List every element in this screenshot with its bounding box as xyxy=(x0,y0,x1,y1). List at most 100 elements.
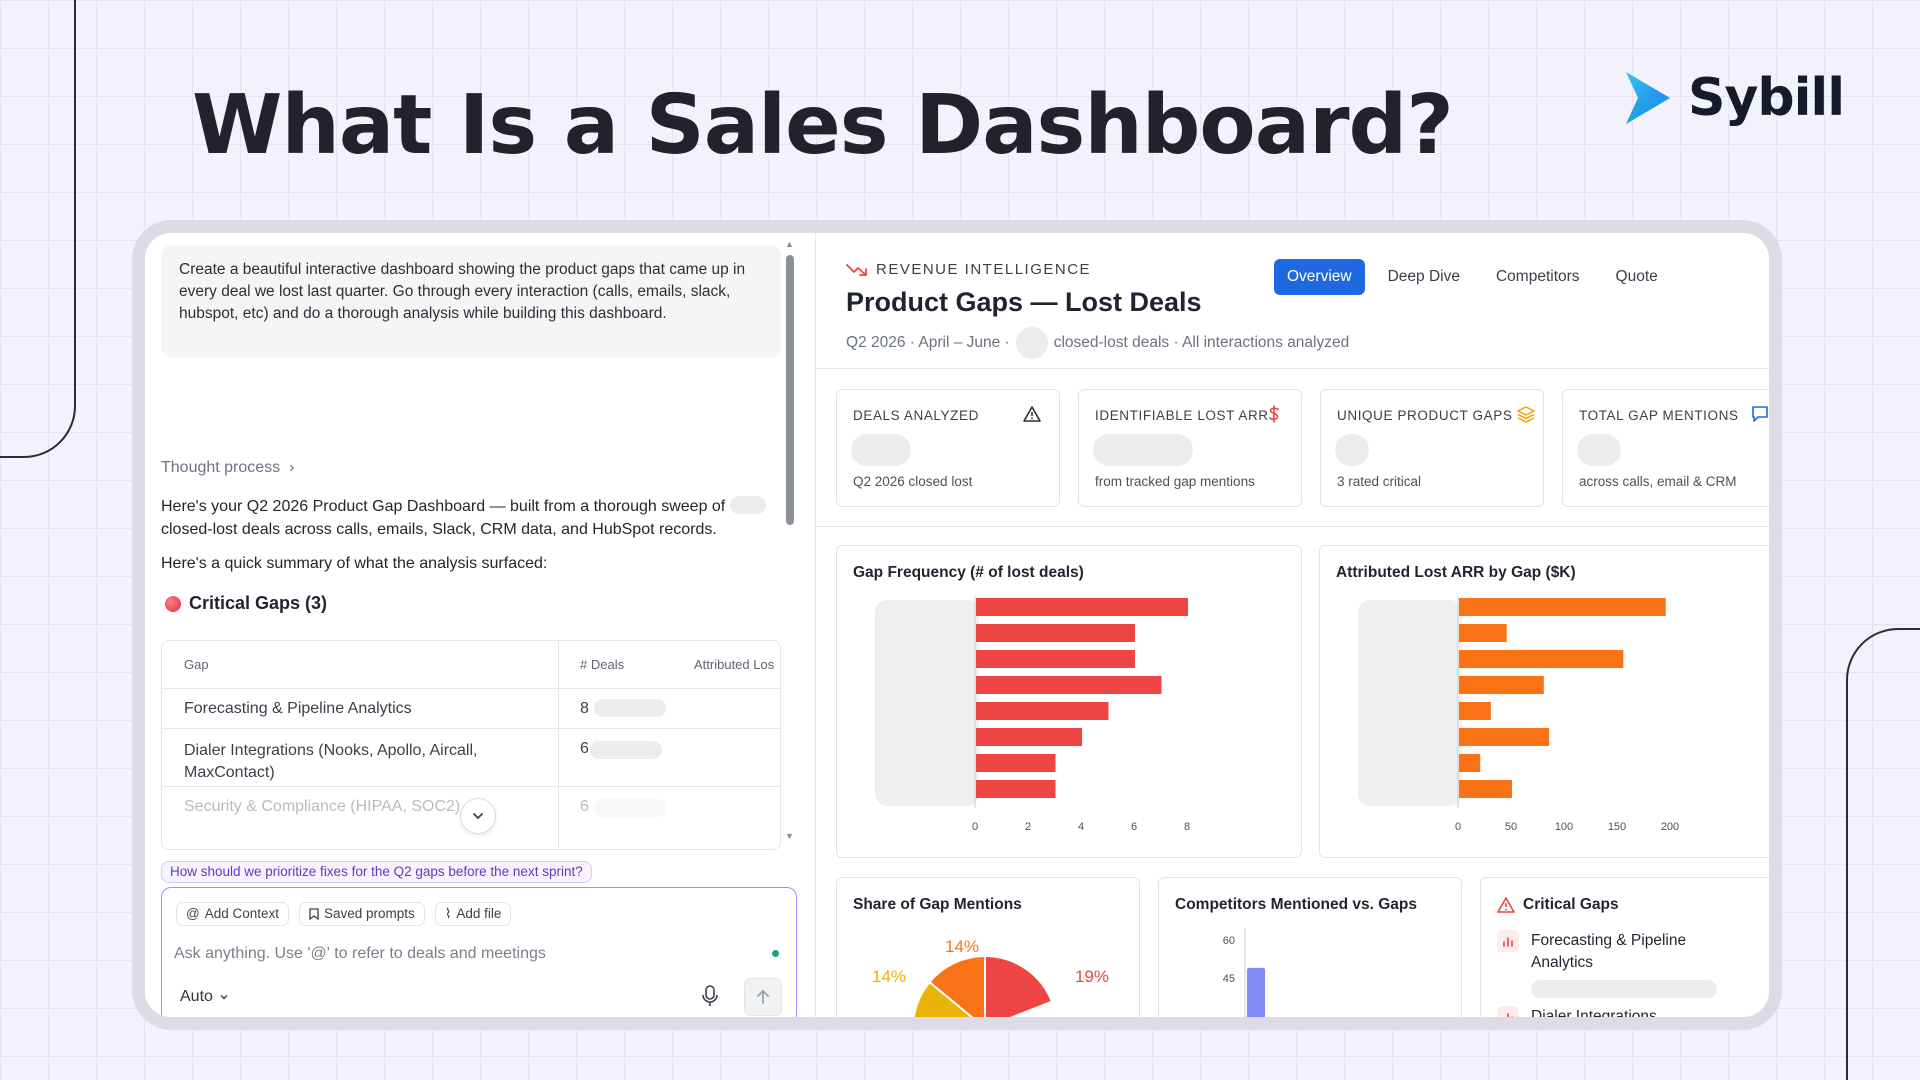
bar[interactable] xyxy=(1459,624,1507,642)
critical-gaps-panel-title: Critical Gaps xyxy=(1497,896,1619,914)
sybill-logo-icon xyxy=(1626,72,1670,124)
bar[interactable] xyxy=(976,780,1056,798)
suggested-prompt[interactable]: How should we prioritize fixes for the Q… xyxy=(161,861,592,883)
bar-chart-icon xyxy=(1497,930,1519,952)
summary-rest: closed-lost deals across calls, emails, … xyxy=(161,521,717,538)
bar[interactable] xyxy=(976,702,1109,720)
bar[interactable] xyxy=(1459,676,1544,694)
red-circle-icon xyxy=(165,595,181,612)
bar[interactable] xyxy=(1459,702,1491,720)
x-tick-label: 150 xyxy=(1608,821,1626,833)
bar[interactable] xyxy=(1459,598,1666,616)
bar[interactable] xyxy=(976,624,1135,642)
category-labels-placeholder xyxy=(1358,600,1462,806)
kpi-card-unique-gaps: UNIQUE PRODUCT GAPS 3 rated critical xyxy=(1320,389,1544,507)
bar[interactable] xyxy=(976,676,1162,694)
chat-scrollbar-thumb[interactable] xyxy=(786,255,794,525)
thought-process-toggle[interactable]: Thought process › xyxy=(161,459,294,477)
warning-icon xyxy=(1497,897,1515,913)
x-tick-label: 4 xyxy=(1078,821,1084,833)
pie-slice[interactable] xyxy=(912,980,985,1017)
x-tick-label: 100 xyxy=(1555,821,1573,833)
chevron-down-icon xyxy=(473,813,483,820)
bar[interactable] xyxy=(976,754,1056,772)
subtitle-scope: closed-lost deals · All interactions ana… xyxy=(1053,334,1350,351)
model-select[interactable]: Auto xyxy=(180,988,229,1006)
scroll-to-bottom-button[interactable] xyxy=(460,798,496,834)
kpi-note: Q2 2026 closed lost xyxy=(853,474,973,489)
summary-line-2: Here's a quick summary of what the analy… xyxy=(161,555,548,572)
microphone-icon[interactable] xyxy=(700,984,720,1008)
bar[interactable] xyxy=(976,650,1135,668)
dollar-icon xyxy=(1269,405,1279,423)
decor-line-right xyxy=(1846,628,1920,1080)
composer-chips: @ Add Context Saved prompts ⌇ Add file xyxy=(176,902,512,926)
at-sign-icon: @ xyxy=(186,906,200,921)
tab-overview[interactable]: Overview xyxy=(1274,259,1365,295)
trend-down-icon xyxy=(846,263,867,276)
x-tick-label: 200 xyxy=(1661,821,1679,833)
chart-title: Competitors Mentioned vs. Gaps xyxy=(1175,896,1418,913)
kpi-value-placeholder xyxy=(1577,434,1621,466)
kpi-card-total-mentions: TOTAL GAP MENTIONS across calls, email &… xyxy=(1562,389,1769,507)
critical-gap-name: Forecasting & Pipeline Analytics xyxy=(1531,932,1687,971)
kpi-note: across calls, email & CRM xyxy=(1579,474,1737,489)
dashboard-panel: REVENUE INTELLIGENCE Product Gaps — Lost… xyxy=(815,233,1769,1017)
x-tick-label: 2 xyxy=(1025,821,1031,833)
layers-icon xyxy=(1517,406,1535,423)
row-arr-placeholder xyxy=(590,741,662,759)
x-tick-label: 8 xyxy=(1184,821,1190,833)
bar[interactable] xyxy=(976,728,1082,746)
thought-process-label: Thought process xyxy=(161,459,281,476)
add-context-button[interactable]: @ Add Context xyxy=(176,902,290,926)
tab-competitors[interactable]: Competitors xyxy=(1495,268,1580,285)
x-tick-label: 0 xyxy=(1455,821,1461,833)
scroll-up-arrow-icon[interactable]: ▲ xyxy=(785,239,794,249)
ask-input[interactable] xyxy=(174,940,754,968)
chart-title: Attributed Lost ARR by Gap ($K) xyxy=(1336,564,1576,581)
lost-arr-svg: 0 50 100 150 200 xyxy=(1358,596,1679,833)
pie-slice[interactable] xyxy=(984,954,1054,1017)
sybill-logo: Sybill xyxy=(1618,68,1845,128)
bar[interactable] xyxy=(1247,967,1265,1017)
user-prompt-message: Create a beautiful interactive dashboard… xyxy=(161,245,781,357)
bar-chart-icon xyxy=(1497,1006,1519,1017)
divider xyxy=(816,368,1769,369)
bar[interactable] xyxy=(1459,650,1624,668)
x-tick-label: 50 xyxy=(1505,821,1517,833)
tab-quote[interactable]: Quote xyxy=(1615,268,1658,285)
kpi-label: TOTAL GAP MENTIONS xyxy=(1579,408,1739,423)
dashboard-title: Product Gaps — Lost Deals xyxy=(846,287,1202,317)
kpi-label: DEALS ANALYZED xyxy=(853,408,979,423)
saved-prompts-button[interactable]: Saved prompts xyxy=(299,902,425,926)
critical-gaps-heading: Critical Gaps (3) xyxy=(165,593,327,614)
send-button[interactable] xyxy=(744,978,782,1016)
bar[interactable] xyxy=(1459,754,1481,772)
critical-gap-item[interactable]: Forecasting & Pipeline Analytics xyxy=(1497,930,1717,998)
kpi-note: 3 rated critical xyxy=(1337,474,1422,489)
x-tick-label: 6 xyxy=(1131,821,1137,833)
pie-slice-label: 19% xyxy=(1075,967,1109,986)
dashboard-tabs: Overview Deep Dive Competitors Quote xyxy=(1274,259,1671,295)
paperclip-icon: ⌇ xyxy=(444,906,452,921)
chart-title: Gap Frequency (# of lost deals) xyxy=(853,564,1084,581)
bar[interactable] xyxy=(1459,728,1550,746)
pie-slice[interactable] xyxy=(928,954,986,1017)
table-row: Dialer Integrations (Nooks, Apollo, Airc… xyxy=(162,729,780,787)
bar[interactable] xyxy=(1459,780,1512,798)
chat-icon xyxy=(1752,406,1768,422)
critical-gap-item[interactable]: Dialer Integrations xyxy=(1497,1006,1711,1017)
add-file-label: Add file xyxy=(456,906,502,921)
header-gap: Gap xyxy=(184,657,209,672)
kpi-card-deals-analyzed: DEALS ANALYZED Q2 2026 closed lost xyxy=(836,389,1060,507)
add-file-button[interactable]: ⌇ Add file xyxy=(434,902,512,926)
gap-table: Gap # Deals Attributed Los Forecasting &… xyxy=(161,640,781,850)
kpi-note: from tracked gap mentions xyxy=(1095,474,1255,489)
scroll-down-arrow-icon[interactable]: ▼ xyxy=(785,831,794,841)
divider xyxy=(816,526,1769,527)
bar[interactable] xyxy=(976,598,1188,616)
model-select-value: Auto xyxy=(180,988,213,1005)
table-row: Forecasting & Pipeline Analytics 8 xyxy=(162,689,780,729)
eyebrow-label: REVENUE INTELLIGENCE xyxy=(876,261,1092,278)
tab-deep-dive[interactable]: Deep Dive xyxy=(1387,268,1460,285)
